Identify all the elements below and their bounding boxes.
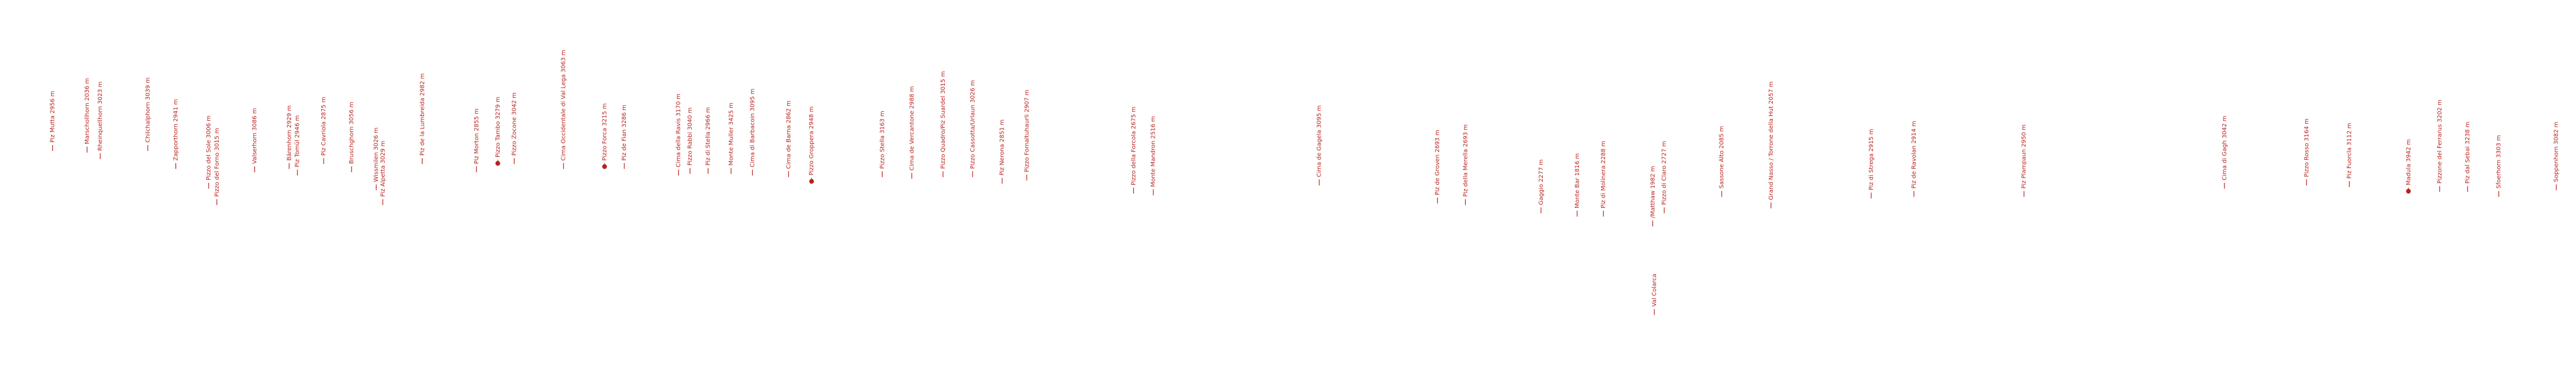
peak-label: Grand Nasso / Torrone della Hut 2057 m — [1768, 81, 1775, 200]
peak-label: Piz di Strega 2915 m — [1868, 129, 1875, 191]
peak-label: Sfoerhorn 3303 m — [2496, 135, 2503, 188]
peak-label: Pizzo del Forno 3015 m — [214, 128, 220, 197]
peak-label: Cima della Ravis 3170 m — [676, 94, 682, 167]
peak-label: Pizzo Stella 3163 m — [879, 111, 886, 169]
peak-label: Cima di Barbacoin 3095 m — [749, 89, 756, 168]
peak-label: Pizzone del Ferrarus 3202 m — [2437, 99, 2443, 184]
peak-label: Piz de Fian 3286 m — [621, 105, 628, 161]
peak-label: Soppenhorn 3082 m — [2553, 122, 2560, 182]
peak-label: Pizzo Tambo 3279 m — [495, 96, 501, 157]
peak-label: Pizzo Zocone 3042 m — [512, 92, 518, 156]
peak-label: Madula 3942 m — [2405, 139, 2412, 185]
peak-label: Cima di Gagh 3042 m — [2222, 116, 2228, 181]
peak-marker — [495, 160, 500, 166]
peak-label: Chilchalphorn 3039 m — [145, 78, 151, 143]
peak-label: Piz della Merella 2693 m — [1462, 124, 1469, 197]
peak-label: Bärenhorn 2929 m — [286, 105, 293, 161]
peak-label: Cima de Vercantone 2988 m — [909, 86, 915, 170]
peak-label: Cima Occidentale di Val Lega 3063 m — [561, 50, 567, 160]
peak-label: Piz Morton 2855 m — [474, 108, 480, 164]
peak-label: Pizzo Cassotta/Urlaun 3026 m — [970, 80, 976, 169]
peak-label: Pizzo della Forcola 2675 m — [1130, 107, 1137, 185]
peak-label: Val Colarca — [1651, 273, 1658, 307]
peak-label: Piz di Stella 2966 m — [705, 107, 712, 166]
peak-label: Piz de la Lumbreida 2982 m — [419, 73, 426, 156]
peak-label: Pizzo Forca 3215 m — [602, 104, 608, 161]
peak-label: Marschollhorn 2036 m — [84, 78, 91, 144]
peak-label: /Matthaw 1982 m — [1650, 166, 1656, 218]
peak-label: Piz Alpetta 3029 m — [380, 141, 386, 197]
peak-label: Piz Mutta 2956 m — [50, 91, 56, 143]
peak-label: Pizzo Fornaltuhaurli 2907 m — [1024, 90, 1030, 172]
peak-label: Piz de Ravolan 2914 m — [1911, 121, 1917, 188]
peak-label: Wissmilen 3026 m — [373, 127, 380, 182]
peak-label: Piz dal Sebai 3238 m — [2465, 122, 2471, 184]
peak-label: Piz Fuorcla 3112 m — [2347, 123, 2353, 179]
peak-label: Piz de Groven 2693 m — [1434, 130, 1441, 195]
peak-label: Piz Cavriola 2875 m — [321, 97, 327, 156]
peak-marker — [2406, 189, 2411, 194]
peak-label: Pizzo Rabbi 3040 m — [687, 108, 693, 166]
peak-label: Gaggio 2277 m — [1538, 159, 1545, 205]
peak-label: Pizzo di Claro 2727 m — [1661, 141, 1668, 205]
peak-label: Pizzo del Sole 3006 m — [206, 115, 212, 181]
peak-marker — [602, 164, 607, 169]
peak-label: Pizzo Quadro/Piz Suardel 3015 m — [940, 71, 947, 169]
peak-label: Zapporthorn 2941 m — [173, 99, 180, 160]
peak-label: Monte Bar 1816 m — [1574, 153, 1581, 208]
peak-label: Pizzo Groppera 2948 m — [808, 107, 815, 176]
peak-label: Cima de Gagela 3095 m — [1316, 105, 1323, 177]
peak-label: Cima de Barna 2862 m — [785, 101, 792, 169]
peak-label: Bruschghorn 3056 m — [349, 102, 355, 164]
peak-label: Sassone Alto 2085 m — [1719, 126, 1725, 189]
peak-label: Piz Plampaun 2950 m — [2021, 124, 2028, 188]
peak-label: Monte Muller 3425 m — [728, 102, 734, 166]
peak-label: Rheinquellhorn 3023 m — [97, 82, 104, 151]
peak-marker — [809, 179, 814, 184]
peak-label: Monte Mandron 2516 m — [1150, 116, 1157, 187]
peak-label: Piz Tomül 2946 m — [295, 115, 301, 168]
peak-label: Pizzo Rosso 3164 m — [2303, 118, 2310, 177]
peak-label: Piz di Molinera 2288 m — [1600, 141, 1607, 208]
peak-label: Valserhorn 3086 m — [252, 108, 258, 164]
peak-label: Piz Nerona 2851 m — [999, 120, 1006, 176]
